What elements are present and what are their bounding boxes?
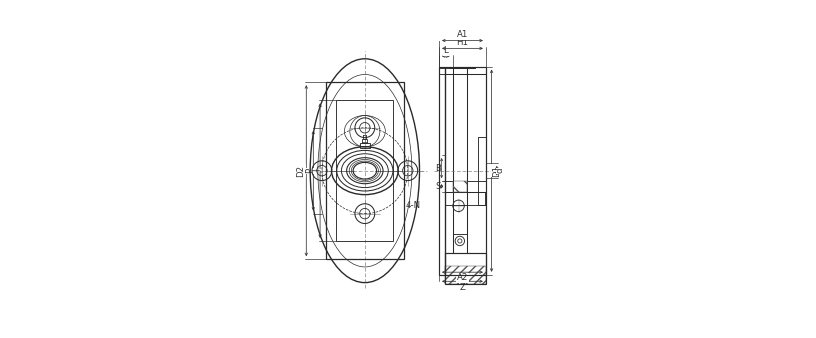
Text: A2: A2 xyxy=(457,273,468,283)
Text: 4-N: 4-N xyxy=(406,201,421,210)
Text: B: B xyxy=(436,164,441,173)
Bar xyxy=(336,100,393,241)
Bar xyxy=(326,82,404,259)
Text: Z: Z xyxy=(459,283,465,292)
Bar xyxy=(445,67,486,275)
Bar xyxy=(439,67,445,275)
Text: H1: H1 xyxy=(456,38,468,47)
Text: D1: D1 xyxy=(492,165,501,177)
Bar xyxy=(360,143,370,147)
Text: D2: D2 xyxy=(296,165,305,177)
Text: L: L xyxy=(443,46,448,55)
Text: P: P xyxy=(305,168,314,173)
Bar xyxy=(362,139,367,143)
Text: J: J xyxy=(313,169,322,172)
Text: d: d xyxy=(496,168,505,173)
Text: S: S xyxy=(436,182,441,191)
Text: A1: A1 xyxy=(457,30,468,39)
Bar xyxy=(445,253,486,284)
